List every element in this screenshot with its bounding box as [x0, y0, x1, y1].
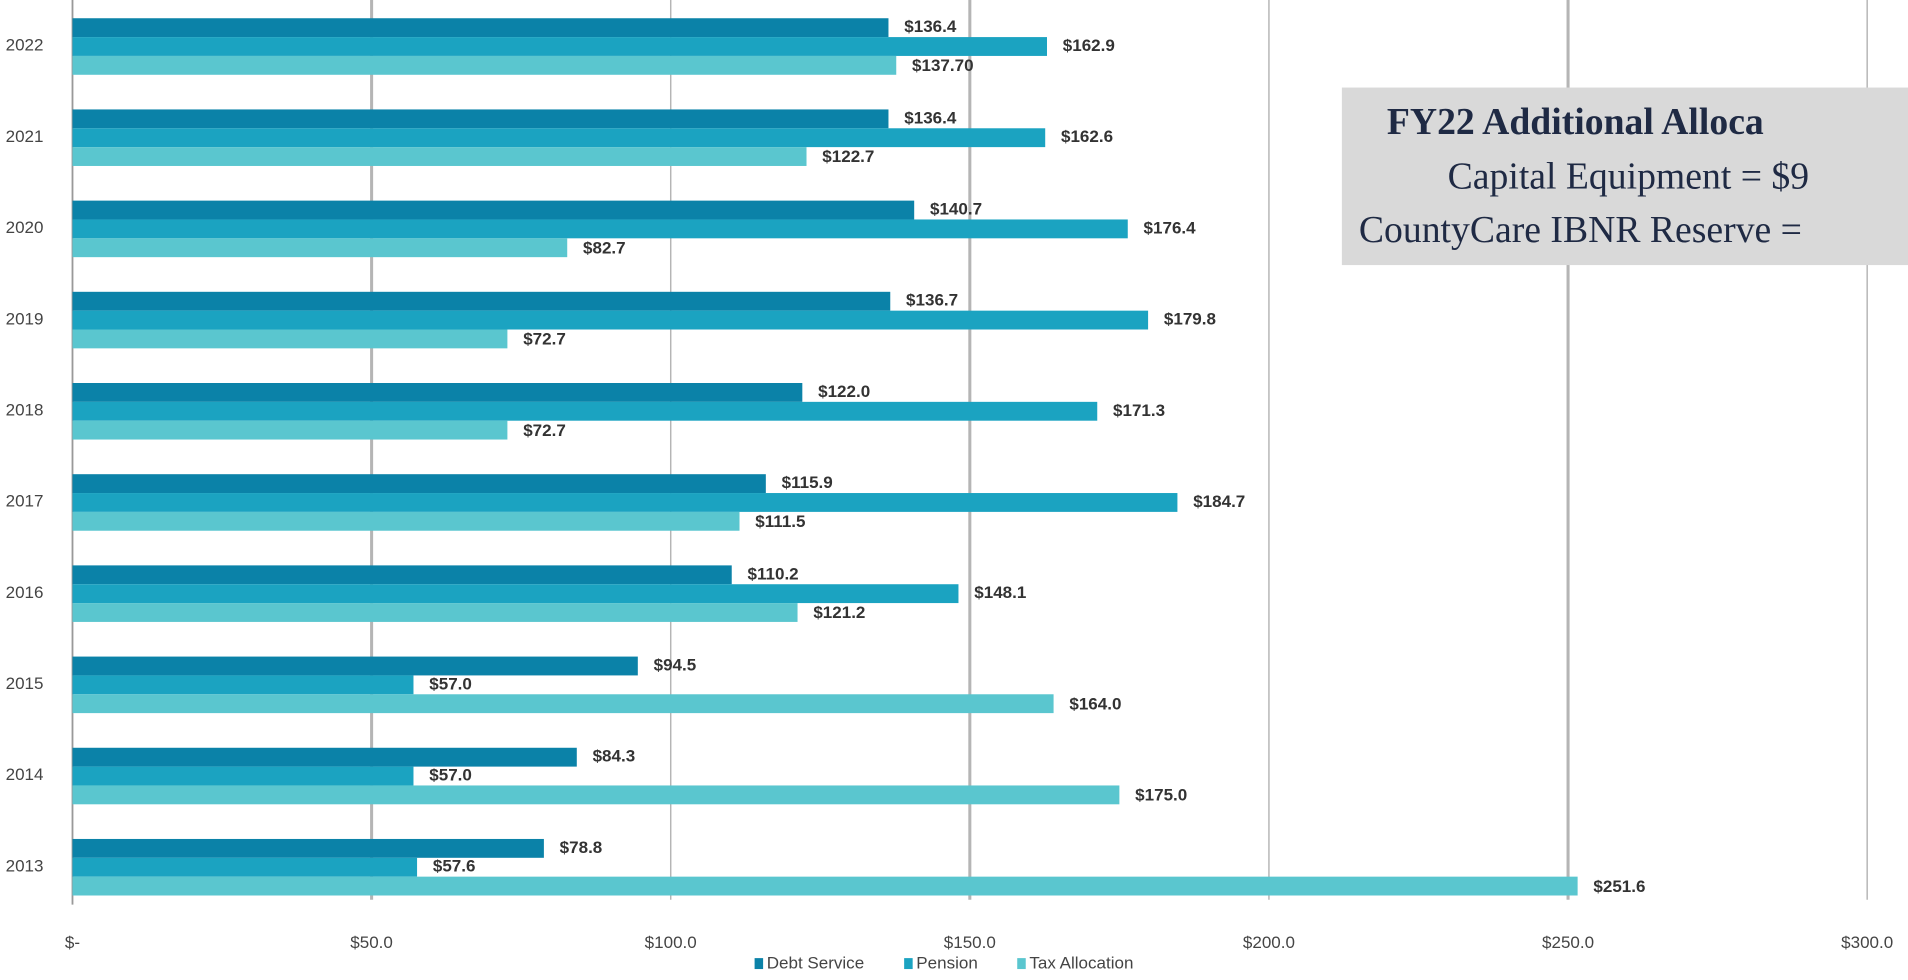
bar	[72, 291, 891, 311]
value-label: $164.0	[1069, 694, 1121, 713]
value-label: $78.8	[560, 838, 603, 857]
value-label: $179.8	[1164, 310, 1216, 329]
x-tick-label: $100.0	[645, 933, 697, 952]
value-label: $57.6	[433, 857, 476, 876]
legend-label: Pension	[916, 954, 978, 973]
bar	[72, 493, 1178, 512]
value-label: $137.70	[912, 56, 974, 75]
value-label: $251.6	[1593, 877, 1645, 896]
y-tick-label: 2021	[6, 127, 44, 146]
value-label: $72.7	[523, 330, 566, 349]
bar	[72, 420, 508, 440]
y-tick-label: 2017	[6, 492, 44, 511]
bar	[72, 766, 414, 786]
bar	[72, 747, 577, 767]
legend-label: Tax Allocation	[1029, 954, 1133, 973]
value-label: $94.5	[654, 655, 697, 674]
value-label: $115.9	[782, 473, 833, 492]
value-label: $57.0	[429, 766, 472, 785]
value-label: $162.6	[1061, 127, 1113, 146]
value-label: $82.7	[583, 238, 626, 257]
x-tick-label: $200.0	[1243, 933, 1295, 952]
bar	[72, 109, 889, 129]
y-tick-label: 2022	[6, 36, 44, 55]
legend-swatch	[754, 958, 764, 970]
value-label: $84.3	[593, 747, 636, 766]
annotation-line: Capital Equipment = $9	[1448, 156, 1809, 198]
y-tick-label: 2014	[6, 765, 44, 784]
annotation-title: FY22 Additional Alloca	[1387, 101, 1764, 143]
bar	[72, 876, 1578, 896]
bar	[72, 565, 732, 585]
y-tick-label: 2015	[6, 674, 44, 693]
y-tick-label: 2019	[6, 309, 44, 328]
value-label: $72.7	[523, 421, 566, 440]
value-label: $136.7	[906, 291, 958, 310]
y-tick-label: 2020	[6, 218, 44, 237]
bar	[72, 238, 568, 258]
bar	[72, 18, 889, 38]
annotation-line: CountyCare IBNR Reserve =	[1359, 209, 1802, 251]
bar	[72, 310, 1149, 330]
y-tick-label: 2016	[6, 583, 44, 602]
value-label: $175.0	[1135, 786, 1187, 805]
y-tick-label: 2013	[6, 856, 44, 875]
value-label: $148.1	[974, 583, 1026, 602]
bar	[72, 128, 1046, 148]
bar	[72, 219, 1128, 239]
value-label: $57.0	[429, 674, 472, 693]
value-label: $111.5	[755, 512, 805, 531]
bar	[72, 37, 1047, 56]
bar	[72, 838, 544, 858]
bar	[72, 694, 1054, 714]
value-label: $121.2	[813, 603, 865, 622]
value-label: $122.7	[822, 147, 874, 166]
bar	[72, 329, 508, 349]
bar	[72, 511, 740, 531]
x-tick-label: $250.0	[1542, 933, 1594, 952]
annotation-box	[1341, 87, 1908, 266]
bar	[72, 584, 959, 604]
value-label: $136.4	[904, 17, 957, 36]
value-label: $140.7	[930, 200, 982, 219]
bar	[72, 785, 1120, 805]
legend-label: Debt Service	[767, 954, 864, 973]
value-label: $162.9	[1063, 36, 1115, 55]
x-tick-label: $50.0	[350, 933, 393, 952]
legend-swatch	[1017, 958, 1026, 970]
value-label: $176.4	[1144, 218, 1197, 237]
bar	[72, 474, 766, 494]
x-tick-label: $-	[65, 933, 80, 952]
value-label: $122.0	[818, 382, 870, 401]
bar	[72, 675, 414, 695]
bar	[72, 55, 897, 75]
value-label: $184.7	[1193, 492, 1245, 511]
bar	[72, 656, 638, 676]
value-label: $171.3	[1113, 401, 1165, 420]
y-tick-label: 2018	[6, 400, 44, 419]
legend-swatch	[904, 958, 913, 970]
x-tick-label: $150.0	[944, 933, 996, 952]
bar	[72, 401, 1098, 421]
bar	[72, 857, 418, 877]
bar	[72, 147, 807, 166]
value-label: $110.2	[748, 564, 799, 583]
bar	[72, 603, 798, 622]
bar	[72, 200, 915, 220]
x-tick-label: $300.0	[1841, 933, 1893, 952]
bar	[72, 383, 803, 402]
value-label: $136.4	[904, 108, 957, 127]
